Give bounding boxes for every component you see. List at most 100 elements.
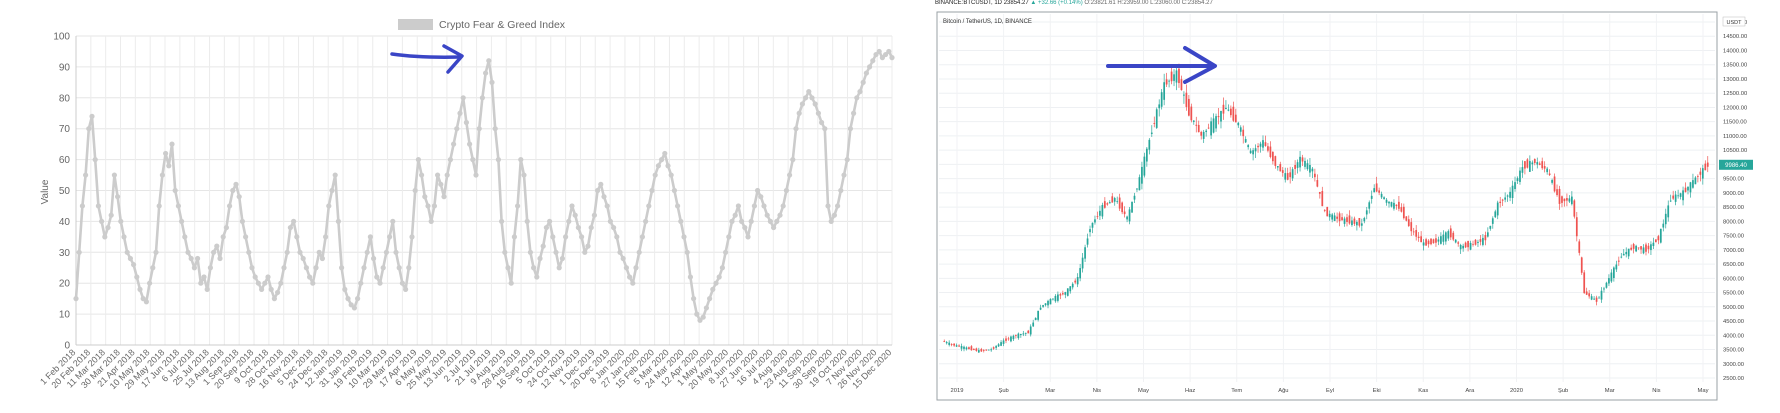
data-point — [556, 265, 562, 271]
data-point — [883, 51, 889, 58]
data-point — [745, 234, 751, 240]
data-point — [153, 249, 159, 255]
data-point — [729, 218, 735, 224]
data-point — [783, 187, 790, 194]
data-point — [486, 58, 492, 64]
price-tick-label: 4000.00 — [1723, 333, 1744, 339]
data-point — [249, 265, 255, 271]
candle-body — [1573, 200, 1576, 217]
candle-body — [1165, 79, 1168, 85]
candle-body — [1343, 218, 1346, 224]
candle-body — [1239, 127, 1242, 132]
candle-body — [1170, 71, 1173, 82]
candle-body — [1407, 219, 1410, 226]
data-point — [819, 119, 825, 126]
chart-grid — [75, 35, 893, 346]
candle-body — [1264, 142, 1267, 146]
data-point — [735, 203, 742, 209]
data-point — [188, 255, 194, 262]
candle-body — [1323, 210, 1326, 211]
data-point — [796, 110, 802, 116]
data-point — [92, 157, 98, 163]
time-tick-label: Mar — [1605, 388, 1615, 394]
candle-body — [1543, 166, 1546, 169]
candle-body — [1541, 161, 1544, 169]
candle-body — [1076, 277, 1079, 285]
data-point — [867, 64, 873, 70]
candle-body — [1595, 297, 1598, 302]
candle-body — [1672, 195, 1675, 199]
candle-body — [1187, 98, 1190, 116]
price-tick-label: 8500.00 — [1723, 205, 1744, 211]
candle-body — [1225, 107, 1227, 110]
candle-body — [1173, 74, 1175, 81]
candle-body — [1598, 297, 1600, 299]
data-point — [76, 249, 82, 255]
data-point — [294, 234, 300, 240]
data-point — [515, 203, 521, 209]
data-point — [159, 172, 165, 178]
data-point — [451, 141, 457, 147]
data-point — [668, 172, 674, 178]
data-point — [886, 48, 892, 55]
candle-body — [1269, 146, 1272, 157]
candle-body — [1178, 68, 1180, 84]
y-axis-title: Value — [40, 179, 51, 204]
candle-body — [1074, 280, 1077, 283]
candle-body — [1353, 218, 1356, 224]
candle-body — [1168, 80, 1170, 82]
data-point — [351, 305, 357, 311]
candle-body — [1358, 217, 1361, 226]
data-point — [287, 224, 293, 231]
candle-body — [1180, 79, 1183, 91]
data-point — [252, 274, 258, 280]
candle-body — [1044, 303, 1047, 306]
data-point — [406, 265, 412, 271]
data-point — [694, 311, 700, 317]
data-point — [419, 172, 425, 178]
candle-body — [1242, 129, 1245, 137]
price-tick-label: 4500.00 — [1723, 319, 1744, 325]
candle-body — [1192, 120, 1195, 122]
symbol-label: BINANCE:BTCUSDT, 1D — [935, 0, 1003, 6]
candle-body — [1583, 272, 1586, 294]
candle-body — [992, 347, 995, 349]
data-point — [572, 212, 578, 218]
y-tick-label: 40 — [59, 217, 71, 228]
candle-body — [1435, 238, 1437, 243]
data-point — [588, 224, 594, 231]
data-point — [662, 150, 668, 157]
currency-badge: USDT — [1722, 16, 1746, 27]
svg-text:9986.40: 9986.40 — [1725, 163, 1747, 169]
data-point — [675, 203, 681, 209]
candle-body — [1338, 213, 1341, 222]
candle-body — [1447, 231, 1450, 239]
candle-body — [1580, 257, 1583, 273]
candle-body — [1071, 283, 1074, 288]
data-point — [268, 286, 274, 292]
data-point — [684, 249, 690, 255]
data-point — [678, 218, 684, 224]
candle-body — [1467, 241, 1469, 248]
data-point — [687, 274, 694, 280]
candle-body — [948, 342, 951, 345]
candle-body — [1627, 248, 1630, 257]
data-point — [207, 265, 213, 271]
candle-body — [1575, 217, 1578, 237]
data-point — [518, 157, 524, 163]
data-point — [422, 194, 428, 200]
candle-body — [1123, 211, 1126, 215]
price-tick-label: 10500.00 — [1723, 148, 1747, 154]
candle-body — [1699, 171, 1702, 175]
y-tick-label: 70 — [59, 124, 71, 135]
candle-body — [1037, 310, 1039, 320]
candle-body — [1561, 196, 1563, 203]
data-point — [454, 126, 460, 132]
data-point — [851, 110, 857, 116]
candle-body — [1326, 206, 1329, 217]
y-tick-label: 30 — [59, 248, 71, 259]
chart-legend[interactable]: Crypto Fear & Greed Index — [398, 19, 566, 31]
data-point — [809, 95, 815, 101]
candlestick-chart[interactable]: 15000.0014500.0014000.0013500.0013000.00… — [933, 0, 1780, 408]
y-tick-label: 50 — [59, 186, 71, 197]
